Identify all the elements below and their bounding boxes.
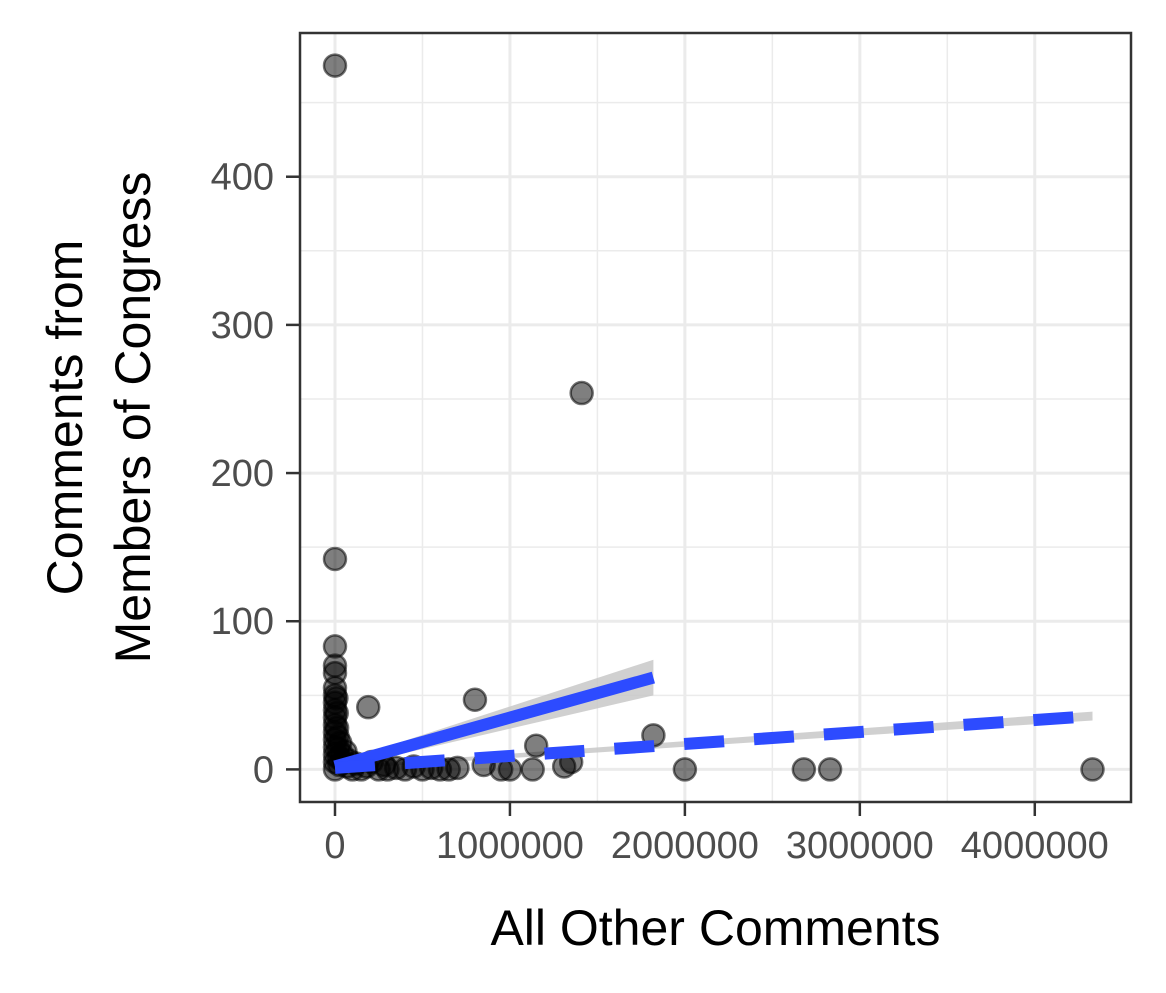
- y-axis: 0 100 200 300 400: [211, 157, 300, 791]
- data-point: [1080, 757, 1105, 782]
- y-axis-title-line-2: Members of Congress: [105, 172, 161, 664]
- y-tick-label: 200: [211, 453, 274, 495]
- x-axis-title: All Other Comments: [490, 900, 940, 956]
- y-tick-label: 100: [211, 601, 274, 643]
- data-point: [322, 546, 348, 572]
- data-point: [672, 757, 698, 782]
- fit-lines: [333, 671, 1093, 774]
- grid-lines: [300, 33, 1131, 802]
- data-point: [523, 733, 549, 758]
- panel-border: [298, 31, 1133, 804]
- data-point: [817, 757, 843, 782]
- x-tick-label: 4000000: [961, 825, 1109, 867]
- y-tick-label: 0: [253, 749, 274, 791]
- y-tick-label: 300: [211, 305, 274, 347]
- x-axis: 0 1000000 2000000 3000000 4000000: [324, 802, 1109, 867]
- data-point: [462, 687, 488, 713]
- x-tick-label: 1000000: [436, 825, 584, 867]
- y-axis-title-line-1: Comments from: [37, 240, 93, 596]
- y-tick-label: 400: [211, 157, 274, 199]
- fit-line-dashed: [334, 710, 1093, 774]
- confidence-bands: [334, 659, 1093, 770]
- data-points: [322, 53, 1105, 782]
- data-point: [355, 694, 381, 720]
- x-tick-label: 3000000: [786, 825, 934, 867]
- data-point: [520, 757, 545, 782]
- x-tick-label: 2000000: [611, 825, 759, 867]
- x-tick-label: 0: [324, 825, 345, 867]
- data-point: [445, 755, 470, 781]
- data-point: [791, 757, 817, 782]
- data-point: [569, 380, 594, 406]
- fit-line-solid: [333, 671, 656, 773]
- data-point: [322, 53, 348, 78]
